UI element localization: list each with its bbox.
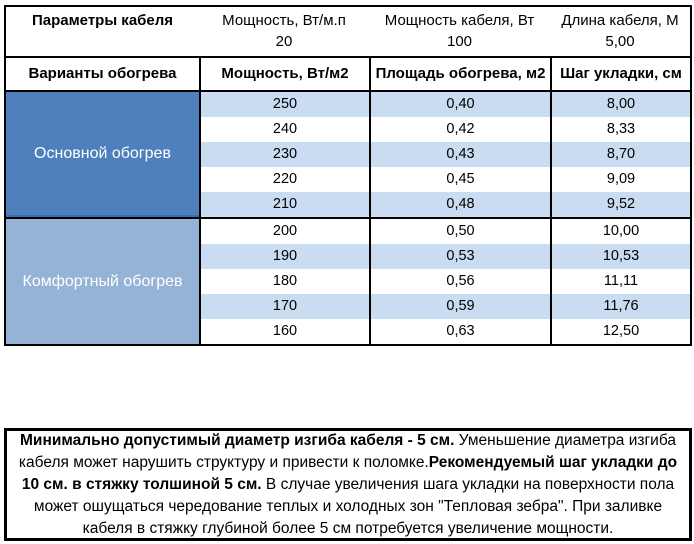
table-cell: 0,48 — [369, 192, 550, 217]
table-cell: 0,50 — [369, 219, 550, 244]
table-cell: 210 — [199, 192, 369, 217]
table-cell: 190 — [199, 244, 369, 269]
table-cell: 8,70 — [550, 142, 690, 167]
table-cell: 250 — [199, 92, 369, 117]
table-cell: 10,53 — [550, 244, 690, 269]
table-cell: 0,63 — [369, 319, 550, 344]
table-cell: 160 — [199, 319, 369, 344]
table-cell: 10,00 — [550, 219, 690, 244]
column-header-area: Площадь обогрева, м2 — [369, 58, 550, 90]
table-cell: 12,50 — [550, 319, 690, 344]
table-cell: 0,40 — [369, 92, 550, 117]
heating-section: Основной обогрев 250 0,40 8,00 240 0,42 8,33 23… — [6, 92, 690, 217]
table-cell: 11,11 — [550, 269, 690, 294]
table-row: 160 0,63 12,50 — [199, 319, 690, 344]
param-spacer — [6, 31, 199, 52]
table-row: 250 0,40 8,00 — [199, 92, 690, 117]
table-cell: 9,52 — [550, 192, 690, 217]
note-segment: В случае увеличения шага укладки на пове… — [33, 475, 675, 537]
table-cell: 230 — [199, 142, 369, 167]
table-cell: 0,45 — [369, 167, 550, 192]
table-row: 210 0,48 9,52 — [199, 192, 690, 217]
table-cell: 0,53 — [369, 244, 550, 269]
table-cell: 0,59 — [369, 294, 550, 319]
heating-section: Комфортный обогрев 200 0,50 10,00 190 0,53 10,… — [6, 217, 690, 344]
params-title: Параметры кабеля — [31, 12, 174, 29]
table-cell: 0,43 — [369, 142, 550, 167]
table-cell: 9,09 — [550, 167, 690, 192]
note-text: Минимально допустимый диаметр изгиба каб… — [17, 430, 679, 540]
note-segment: Минимально допустимый диаметр изгиба каб… — [20, 431, 455, 449]
heating-cable-table: Параметры кабеля Мощность, Вт/м.п Мощнос… — [4, 5, 692, 346]
column-header-power: Мощность, Вт/м2 — [199, 58, 369, 90]
section-label: Комфортный обогрев — [6, 219, 199, 344]
param-header-cable-length: Длина кабеля, М — [561, 12, 679, 29]
table-row: 240 0,42 8,33 — [199, 117, 690, 142]
param-header-cable-power: Мощность кабеля, Вт — [384, 12, 535, 29]
heating-sections: Основной обогрев 250 0,40 8,00 240 0,42 8,33 23… — [6, 92, 690, 344]
note-segment: Уменьшение диаметра изгиба кабеля может … — [18, 431, 676, 471]
column-header-step: Шаг укладки, см — [550, 58, 690, 90]
section-label: Основной обогрев — [6, 92, 199, 217]
table-row: 190 0,53 10,53 — [199, 244, 690, 269]
table-cell: 11,76 — [550, 294, 690, 319]
table-cell: 170 — [199, 294, 369, 319]
table-cell: 200 — [199, 219, 369, 244]
table-row: 230 0,43 8,70 — [199, 142, 690, 167]
param-value-power-per-meter: 20 — [275, 33, 293, 50]
table-row: 170 0,59 11,76 — [199, 294, 690, 319]
heating-header-row: Варианты обогрева Мощность, Вт/м2 Площад… — [6, 56, 690, 92]
cable-params-box: Параметры кабеля Мощность, Вт/м.п Мощнос… — [6, 7, 690, 56]
param-header-power-per-meter: Мощность, Вт/м.п — [222, 12, 346, 29]
param-value-cable-length: 5,00 — [605, 33, 635, 50]
section-rows: 250 0,40 8,00 240 0,42 8,33 230 0,43 8,70 220 0,45… — [199, 92, 690, 217]
table-row: 220 0,45 9,09 — [199, 167, 690, 192]
table-cell: 8,00 — [550, 92, 690, 117]
note-segment: Рекомендуемый шаг укладки до 10 см. в ст… — [21, 453, 678, 493]
table-row: 180 0,56 11,11 — [199, 269, 690, 294]
table-row: 200 0,50 10,00 — [199, 219, 690, 244]
table-cell: 180 — [199, 269, 369, 294]
column-header-variants: Варианты обогрева — [28, 65, 177, 82]
param-value-cable-power: 100 — [446, 33, 473, 50]
table-cell: 8,33 — [550, 117, 690, 142]
note-box: Минимально допустимый диаметр изгиба каб… — [4, 428, 692, 541]
table-cell: 240 — [199, 117, 369, 142]
table-cell: 220 — [199, 167, 369, 192]
section-rows: 200 0,50 10,00 190 0,53 10,53 180 0,56 11,11 170 0… — [199, 219, 690, 344]
table-cell: 0,56 — [369, 269, 550, 294]
table-cell: 0,42 — [369, 117, 550, 142]
